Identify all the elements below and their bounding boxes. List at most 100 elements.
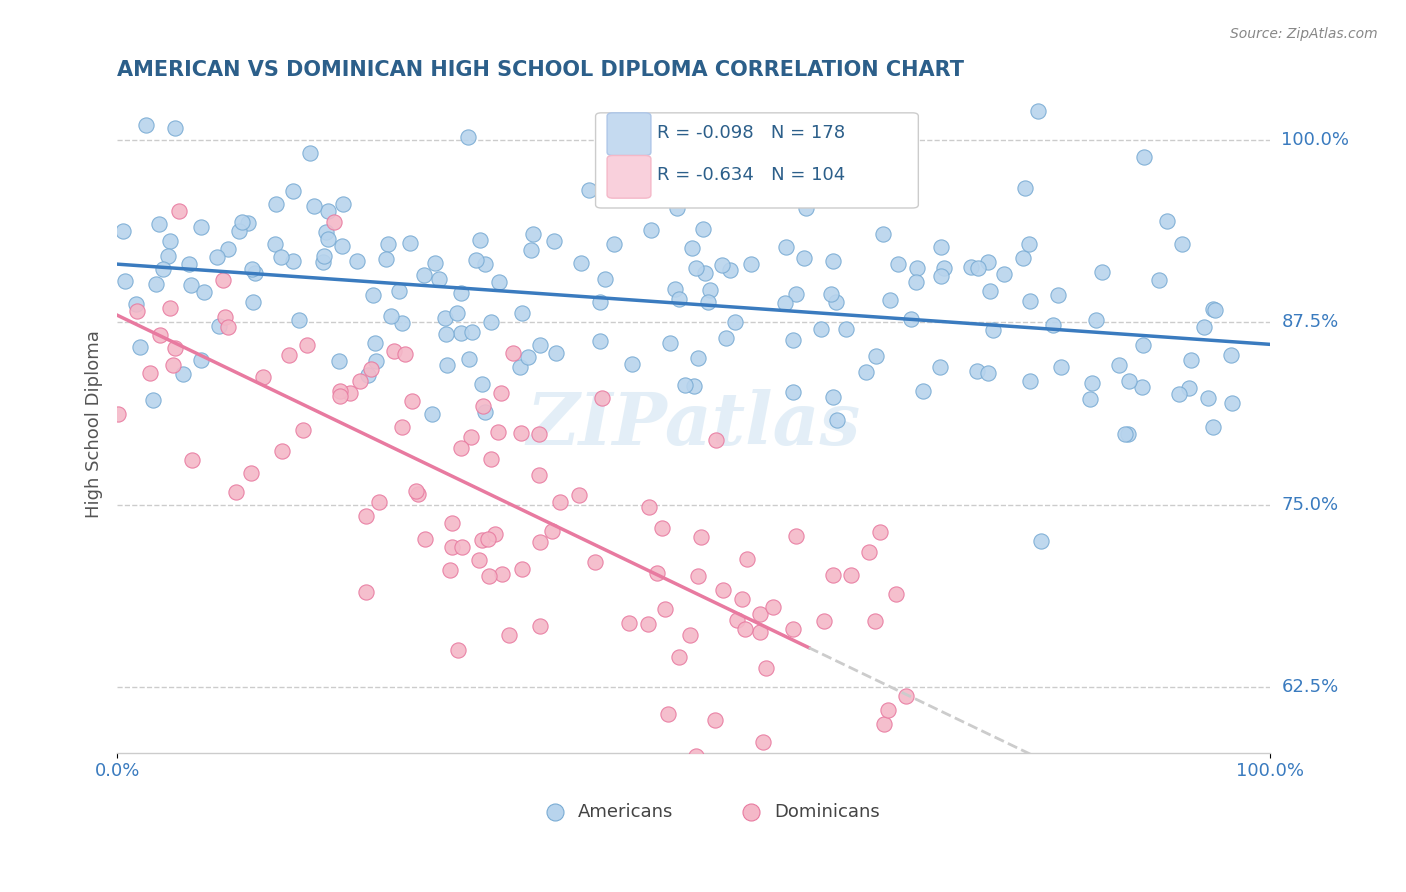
- Point: [129, 340, 152, 354]
- Point: [665, 201, 688, 215]
- FancyBboxPatch shape: [607, 155, 651, 198]
- Point: [748, 625, 770, 640]
- Point: [478, 569, 501, 583]
- Point: [884, 587, 907, 601]
- Point: [295, 338, 318, 352]
- Point: [838, 820, 860, 834]
- Point: [785, 287, 807, 301]
- Point: [981, 323, 1004, 337]
- Point: [527, 427, 550, 442]
- Point: [240, 262, 263, 277]
- Point: [1204, 303, 1226, 318]
- Point: [911, 384, 934, 398]
- Point: [212, 273, 235, 287]
- Point: [420, 407, 443, 421]
- Point: [711, 258, 734, 272]
- Point: [740, 257, 762, 271]
- Point: [659, 336, 682, 351]
- Point: [1116, 426, 1139, 441]
- Point: [637, 617, 659, 632]
- Point: [236, 216, 259, 230]
- Point: [316, 204, 339, 219]
- Point: [1118, 374, 1140, 388]
- Point: [135, 119, 157, 133]
- Point: [855, 366, 877, 380]
- Point: [593, 272, 616, 286]
- Point: [718, 263, 741, 277]
- Point: [423, 256, 446, 270]
- Point: [1081, 376, 1104, 390]
- Point: [457, 129, 479, 144]
- Point: [591, 391, 613, 405]
- Text: R = -0.634   N = 104: R = -0.634 N = 104: [657, 166, 845, 184]
- Point: [688, 351, 710, 366]
- Point: [433, 311, 456, 326]
- Point: [569, 256, 592, 270]
- Point: [1019, 374, 1042, 388]
- Point: [1220, 396, 1243, 410]
- Text: 62.5%: 62.5%: [1281, 678, 1339, 696]
- Point: [543, 234, 565, 248]
- Point: [1201, 302, 1223, 317]
- Point: [172, 367, 194, 381]
- Text: AMERICAN VS DOMINICAN HIGH SCHOOL DIPLOMA CORRELATION CHART: AMERICAN VS DOMINICAN HIGH SCHOOL DIPLOM…: [117, 60, 965, 79]
- Point: [959, 260, 981, 274]
- Point: [1167, 386, 1189, 401]
- Point: [821, 390, 844, 404]
- Point: [328, 354, 350, 368]
- Point: [678, 628, 700, 642]
- Point: [486, 425, 509, 439]
- Point: [1219, 348, 1241, 362]
- Point: [193, 285, 215, 300]
- Point: [929, 240, 952, 254]
- Point: [1108, 358, 1130, 372]
- Point: [471, 376, 494, 391]
- Point: [977, 366, 1000, 380]
- Point: [529, 619, 551, 633]
- Point: [439, 563, 461, 577]
- Point: [322, 214, 344, 228]
- Text: ZIPatlas: ZIPatlas: [526, 389, 860, 460]
- Point: [673, 377, 696, 392]
- Point: [114, 274, 136, 288]
- Point: [450, 441, 472, 455]
- Point: [1018, 237, 1040, 252]
- Y-axis label: High School Diploma: High School Diploma: [86, 331, 103, 518]
- Point: [509, 360, 531, 375]
- Point: [177, 257, 200, 271]
- Point: [794, 201, 817, 215]
- Point: [388, 285, 411, 299]
- Point: [1171, 236, 1194, 251]
- Point: [711, 583, 734, 598]
- Point: [278, 348, 301, 362]
- Point: [405, 483, 427, 498]
- Point: [450, 326, 472, 340]
- Point: [398, 236, 420, 251]
- Point: [332, 196, 354, 211]
- Point: [668, 650, 690, 665]
- Point: [931, 269, 953, 284]
- Point: [752, 734, 775, 748]
- Point: [139, 366, 162, 380]
- Point: [932, 261, 955, 276]
- Point: [825, 294, 848, 309]
- Text: Dominicans: Dominicans: [775, 803, 880, 821]
- Point: [651, 521, 673, 535]
- Point: [979, 284, 1001, 298]
- Point: [208, 318, 231, 333]
- Point: [529, 535, 551, 549]
- Point: [865, 349, 887, 363]
- Point: [692, 221, 714, 235]
- Point: [451, 540, 474, 554]
- Point: [159, 301, 181, 315]
- Text: R = -0.098   N = 178: R = -0.098 N = 178: [657, 123, 845, 142]
- Point: [668, 292, 690, 306]
- Point: [329, 384, 352, 398]
- Point: [270, 250, 292, 264]
- Point: [231, 215, 253, 229]
- Point: [568, 487, 591, 501]
- Point: [484, 527, 506, 541]
- Point: [107, 407, 129, 421]
- Point: [621, 357, 644, 371]
- Point: [1132, 338, 1154, 352]
